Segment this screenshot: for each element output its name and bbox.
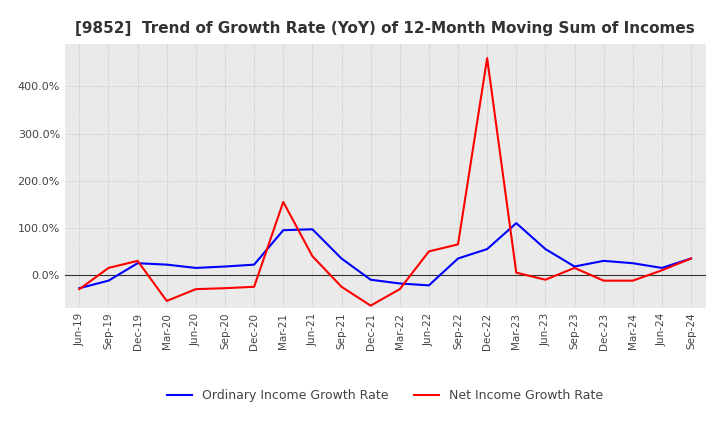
Net Income Growth Rate	[75, 286, 84, 292]
Net Income Growth Rate	[541, 277, 550, 282]
Net Income Growth Rate	[512, 270, 521, 275]
Line: Net Income Growth Rate: Net Income Growth Rate	[79, 58, 691, 306]
Net Income Growth Rate	[163, 298, 171, 304]
Ordinary Income Growth Rate	[425, 283, 433, 288]
Net Income Growth Rate	[308, 253, 317, 259]
Net Income Growth Rate	[366, 303, 375, 308]
Ordinary Income Growth Rate	[279, 227, 287, 233]
Net Income Growth Rate	[629, 278, 637, 283]
Net Income Growth Rate	[599, 278, 608, 283]
Ordinary Income Growth Rate	[570, 264, 579, 269]
Net Income Growth Rate	[192, 286, 200, 292]
Legend: Ordinary Income Growth Rate, Net Income Growth Rate: Ordinary Income Growth Rate, Net Income …	[163, 385, 608, 407]
Ordinary Income Growth Rate	[366, 277, 375, 282]
Ordinary Income Growth Rate	[599, 258, 608, 264]
Net Income Growth Rate	[133, 258, 142, 264]
Net Income Growth Rate	[250, 284, 258, 290]
Ordinary Income Growth Rate	[337, 256, 346, 261]
Ordinary Income Growth Rate	[220, 264, 229, 269]
Ordinary Income Growth Rate	[629, 260, 637, 266]
Net Income Growth Rate	[104, 265, 113, 271]
Net Income Growth Rate	[425, 249, 433, 254]
Ordinary Income Growth Rate	[163, 262, 171, 267]
Ordinary Income Growth Rate	[308, 227, 317, 232]
Net Income Growth Rate	[657, 268, 666, 273]
Net Income Growth Rate	[279, 199, 287, 205]
Ordinary Income Growth Rate	[483, 246, 492, 252]
Ordinary Income Growth Rate	[250, 262, 258, 267]
Net Income Growth Rate	[483, 55, 492, 61]
Ordinary Income Growth Rate	[454, 256, 462, 261]
Net Income Growth Rate	[687, 256, 696, 261]
Ordinary Income Growth Rate	[104, 278, 113, 283]
Ordinary Income Growth Rate	[192, 265, 200, 271]
Net Income Growth Rate	[337, 284, 346, 290]
Net Income Growth Rate	[454, 242, 462, 247]
Title: [9852]  Trend of Growth Rate (YoY) of 12-Month Moving Sum of Incomes: [9852] Trend of Growth Rate (YoY) of 12-…	[76, 21, 695, 36]
Ordinary Income Growth Rate	[75, 286, 84, 291]
Net Income Growth Rate	[395, 286, 404, 292]
Ordinary Income Growth Rate	[687, 256, 696, 261]
Net Income Growth Rate	[570, 265, 579, 271]
Line: Ordinary Income Growth Rate: Ordinary Income Growth Rate	[79, 223, 691, 288]
Ordinary Income Growth Rate	[133, 260, 142, 266]
Ordinary Income Growth Rate	[657, 265, 666, 271]
Ordinary Income Growth Rate	[395, 281, 404, 286]
Ordinary Income Growth Rate	[512, 220, 521, 226]
Net Income Growth Rate	[220, 286, 229, 291]
Ordinary Income Growth Rate	[541, 246, 550, 252]
